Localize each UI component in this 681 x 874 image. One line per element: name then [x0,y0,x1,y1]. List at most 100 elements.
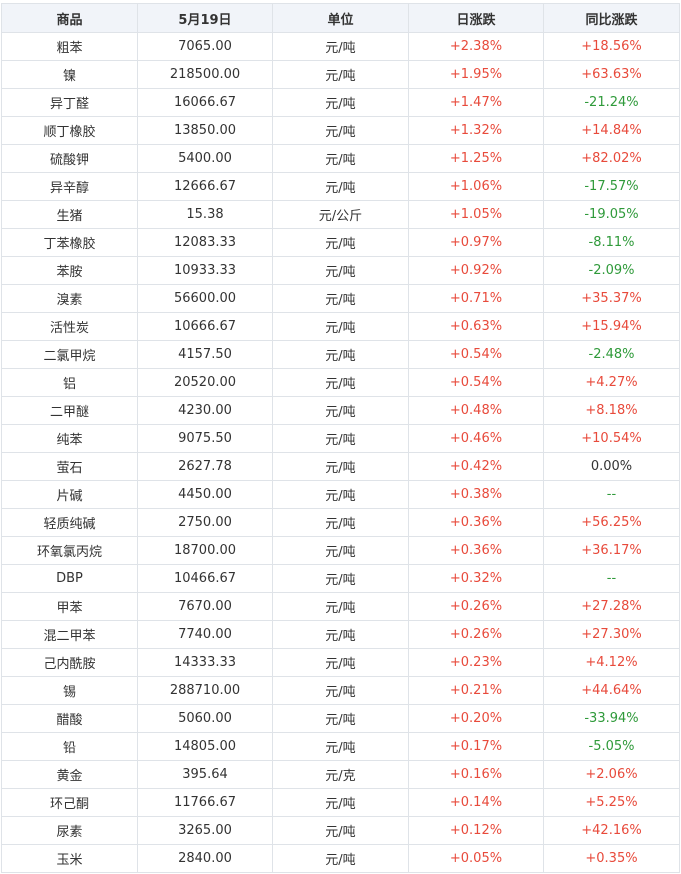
daily-change-cell: +1.95% [408,60,544,89]
price-cell: 11766.67 [137,788,273,817]
unit-cell: 元/吨 [272,60,409,89]
unit-cell: 元/吨 [272,592,409,621]
daily-change-cell: +1.47% [408,88,544,117]
commodity-name-cell: 铝 [1,368,138,397]
yoy-change-cell: -19.05% [543,200,680,229]
commodity-name-cell: 锡 [1,676,138,705]
daily-change-cell: +0.71% [408,284,544,313]
daily-change-cell: +0.16% [408,760,544,789]
daily-change-cell: +0.46% [408,424,544,453]
table-row: 纯苯 9075.50 元/吨 +0.46% +10.54% [1,424,680,453]
commodity-name-cell: 二氯甲烷 [1,340,138,369]
table-row: 溴素 56600.00 元/吨 +0.71% +35.37% [1,284,680,313]
daily-change-cell: +0.21% [408,676,544,705]
price-cell: 2750.00 [137,508,273,537]
unit-cell: 元/吨 [272,480,409,509]
yoy-change-cell: +42.16% [543,816,680,845]
commodity-name-cell: 硫酸钾 [1,144,138,173]
unit-cell: 元/吨 [272,564,409,593]
unit-cell: 元/公斤 [272,200,409,229]
commodity-name-cell: 醋酸 [1,704,138,733]
price-cell: 7740.00 [137,620,273,649]
unit-cell: 元/吨 [272,172,409,201]
daily-change-cell: +0.38% [408,480,544,509]
table-row: 甲苯 7670.00 元/吨 +0.26% +27.28% [1,592,680,621]
daily-change-cell: +0.48% [408,396,544,425]
unit-cell: 元/吨 [272,396,409,425]
table-row: 粗苯 7065.00 元/吨 +2.38% +18.56% [1,32,680,61]
header-price-date: 5月19日 [137,3,273,33]
price-cell: 288710.00 [137,676,273,705]
commodity-name-cell: 粗苯 [1,32,138,61]
commodity-name-cell: 混二甲苯 [1,620,138,649]
price-cell: 5400.00 [137,144,273,173]
table-row: 萤石 2627.78 元/吨 +0.42% 0.00% [1,452,680,481]
price-cell: 20520.00 [137,368,273,397]
unit-cell: 元/吨 [272,732,409,761]
table-row: 二氯甲烷 4157.50 元/吨 +0.54% -2.48% [1,340,680,369]
yoy-change-cell: -5.05% [543,732,680,761]
daily-change-cell: +0.36% [408,508,544,537]
daily-change-cell: +0.26% [408,592,544,621]
commodity-name-cell: DBP [1,564,138,593]
unit-cell: 元/吨 [272,368,409,397]
price-cell: 218500.00 [137,60,273,89]
price-cell: 10666.67 [137,312,273,341]
unit-cell: 元/吨 [272,424,409,453]
daily-change-cell: +0.63% [408,312,544,341]
price-cell: 3265.00 [137,816,273,845]
table-row: 异辛醇 12666.67 元/吨 +1.06% -17.57% [1,172,680,201]
daily-change-cell: +1.06% [408,172,544,201]
commodity-name-cell: 尿素 [1,816,138,845]
unit-cell: 元/吨 [272,508,409,537]
yoy-change-cell: -2.48% [543,340,680,369]
daily-change-cell: +0.54% [408,340,544,369]
yoy-change-cell: +8.18% [543,396,680,425]
yoy-change-cell: +14.84% [543,116,680,145]
unit-cell: 元/吨 [272,116,409,145]
unit-cell: 元/吨 [272,788,409,817]
table-row: 轻质纯碱 2750.00 元/吨 +0.36% +56.25% [1,508,680,537]
header-yoy-change: 同比涨跌 [543,3,680,33]
daily-change-cell: +0.17% [408,732,544,761]
yoy-change-cell: +56.25% [543,508,680,537]
price-cell: 4450.00 [137,480,273,509]
yoy-change-cell: 0.00% [543,452,680,481]
unit-cell: 元/吨 [272,648,409,677]
price-cell: 5060.00 [137,704,273,733]
price-cell: 395.64 [137,760,273,789]
daily-change-cell: +0.54% [408,368,544,397]
daily-change-cell: +0.12% [408,816,544,845]
daily-change-cell: +1.05% [408,200,544,229]
yoy-change-cell: +5.25% [543,788,680,817]
table-header: 商品 5月19日 单位 日涨跌 同比涨跌 [1,3,680,33]
header-row: 商品 5月19日 单位 日涨跌 同比涨跌 [1,3,680,33]
unit-cell: 元/吨 [272,32,409,61]
daily-change-cell: +0.14% [408,788,544,817]
price-cell: 14805.00 [137,732,273,761]
commodity-name-cell: 二甲醚 [1,396,138,425]
commodity-name-cell: 铅 [1,732,138,761]
table-row: 二甲醚 4230.00 元/吨 +0.48% +8.18% [1,396,680,425]
table-row: 镍 218500.00 元/吨 +1.95% +63.63% [1,60,680,89]
commodity-name-cell: 苯胺 [1,256,138,285]
yoy-change-cell: +4.12% [543,648,680,677]
table-body: 粗苯 7065.00 元/吨 +2.38% +18.56% 镍 218500.00 元/吨 +1… [1,32,680,873]
price-cell: 12083.33 [137,228,273,257]
daily-change-cell: +0.92% [408,256,544,285]
table-row: 生猪 15.38 元/公斤 +1.05% -19.05% [1,200,680,229]
yoy-change-cell: +0.35% [543,844,680,873]
price-cell: 16066.67 [137,88,273,117]
unit-cell: 元/吨 [272,144,409,173]
header-unit: 单位 [272,3,409,33]
commodity-name-cell: 顺丁橡胶 [1,116,138,145]
price-cell: 7065.00 [137,32,273,61]
price-cell: 13850.00 [137,116,273,145]
unit-cell: 元/克 [272,760,409,789]
yoy-change-cell: +2.06% [543,760,680,789]
commodity-name-cell: 己内酰胺 [1,648,138,677]
daily-change-cell: +0.42% [408,452,544,481]
yoy-change-cell: +27.30% [543,620,680,649]
daily-change-cell: +0.97% [408,228,544,257]
table-row: 片碱 4450.00 元/吨 +0.38% -- [1,480,680,509]
